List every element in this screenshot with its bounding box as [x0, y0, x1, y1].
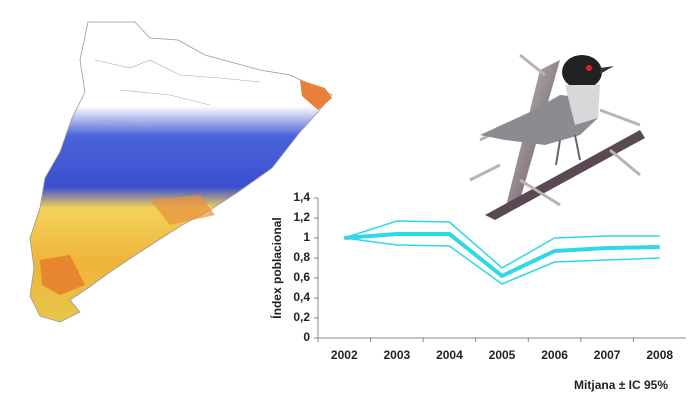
map — [29, 21, 333, 323]
series-line — [344, 220, 660, 269]
note: Mitjana ± IC 95% — [574, 378, 668, 392]
series-line — [344, 237, 660, 285]
y-tick-label: 0 — [303, 330, 310, 344]
series-line — [344, 232, 660, 278]
y-tick-label: 0,8 — [293, 250, 310, 264]
x-tick-label: 2006 — [541, 348, 568, 362]
y-tick-label: 1,2 — [293, 210, 310, 224]
x-tick-label: 2008 — [646, 348, 673, 362]
x-tick-label: 2005 — [489, 348, 516, 362]
x-tick-label: 2002 — [331, 348, 358, 362]
y-tick-label: 1 — [303, 230, 310, 244]
y-tick-label: 0,4 — [293, 290, 310, 304]
y-tick-label: 0,6 — [293, 270, 310, 284]
x-tick-label: 2003 — [384, 348, 411, 362]
bird-illustration — [469, 53, 645, 220]
x-tick-label: 2004 — [436, 348, 463, 362]
y-axis-label: Índex poblacional — [269, 217, 284, 318]
y-tick-label: 0,2 — [293, 310, 310, 324]
y-tick-label: 1,4 — [293, 190, 310, 204]
x-tick-label: 2007 — [594, 348, 621, 362]
